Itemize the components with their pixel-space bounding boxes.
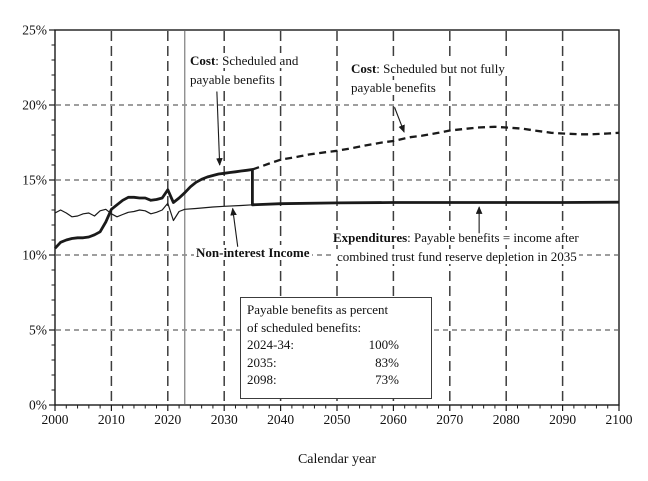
x-tick-label: 2000 xyxy=(42,412,69,427)
payable-box-row: 2098: 73% xyxy=(247,371,425,389)
label-expenditures-line2: combined trust fund reserve depletion in… xyxy=(335,249,579,264)
x-tick-label: 2030 xyxy=(211,412,238,427)
x-tick-label: 2090 xyxy=(549,412,576,427)
label-non-interest-income-text: Non-interest Income xyxy=(194,245,312,260)
income-line xyxy=(54,202,253,222)
y-tick-label: 10% xyxy=(22,248,47,263)
x-tick-label: 2100 xyxy=(606,412,633,427)
y-tick-label: 25% xyxy=(22,23,47,38)
x-tick-label: 2020 xyxy=(154,412,181,427)
payable-box-row: 2024-34: 100% xyxy=(247,336,425,354)
label-cost-payable-bold: Cost xyxy=(190,53,216,68)
arrow-cost-not-fully-payable xyxy=(394,107,405,133)
x-tick-label: 2040 xyxy=(267,412,294,427)
label-non-interest-income: Non-interest Income xyxy=(194,243,312,262)
label-cost-not-fully-payable-line2: payable benefits xyxy=(349,80,438,95)
x-tick-label: 2080 xyxy=(493,412,520,427)
x-axis-title: Calendar year xyxy=(297,452,377,467)
arrow-cost-payable xyxy=(216,91,223,166)
payable-box-row: 2035: 83% xyxy=(247,354,425,372)
label-expenditures-bold: Expenditures xyxy=(333,230,408,245)
arrow-non-interest-income xyxy=(230,207,239,247)
label-cost-not-fully-payable-bold: Cost xyxy=(351,61,377,76)
x-tick-label: 2070 xyxy=(436,412,463,427)
y-tick-label: 0% xyxy=(29,398,47,413)
x-tick-label: 2060 xyxy=(380,412,407,427)
label-expenditures: Expenditures: Payable benefits = income … xyxy=(331,228,581,266)
x-tick-label: 2050 xyxy=(324,412,351,427)
payable-box-row-label: 2098: xyxy=(247,372,277,387)
payable-box-header-line1: Payable benefits as percent xyxy=(247,302,389,317)
y-tick-label: 20% xyxy=(22,98,47,113)
label-cost-payable-rest: : Scheduled and xyxy=(215,53,299,68)
payable-box-header-line2: of scheduled benefits: xyxy=(247,319,362,335)
payable-box-row-value: 83% xyxy=(375,354,399,370)
label-cost-payable-line2: payable benefits xyxy=(188,72,277,87)
payable-benefits-box: Payable benefits as percent of scheduled… xyxy=(240,297,432,399)
payable-box-row-label: 2024-34: xyxy=(247,337,294,352)
payable-box-row-value: 100% xyxy=(368,337,399,352)
x-tick-label: 2010 xyxy=(98,412,125,427)
payable-box-row-label: 2035: xyxy=(247,354,277,370)
y-tick-label: 5% xyxy=(29,323,47,338)
label-cost-payable: Cost: Scheduled and payable benefits xyxy=(188,51,301,89)
scheduled-cost-line xyxy=(252,125,620,171)
label-cost-not-fully-payable: Cost: Scheduled but not fully payable be… xyxy=(349,59,507,97)
cost-payable-line xyxy=(53,168,620,250)
label-cost-not-fully-payable-rest: : Scheduled but not fully xyxy=(376,61,505,76)
label-expenditures-rest: : Payable benefits = income after xyxy=(407,230,579,245)
payable-box-row-value: 73% xyxy=(375,372,399,387)
y-tick-label: 15% xyxy=(22,173,47,188)
